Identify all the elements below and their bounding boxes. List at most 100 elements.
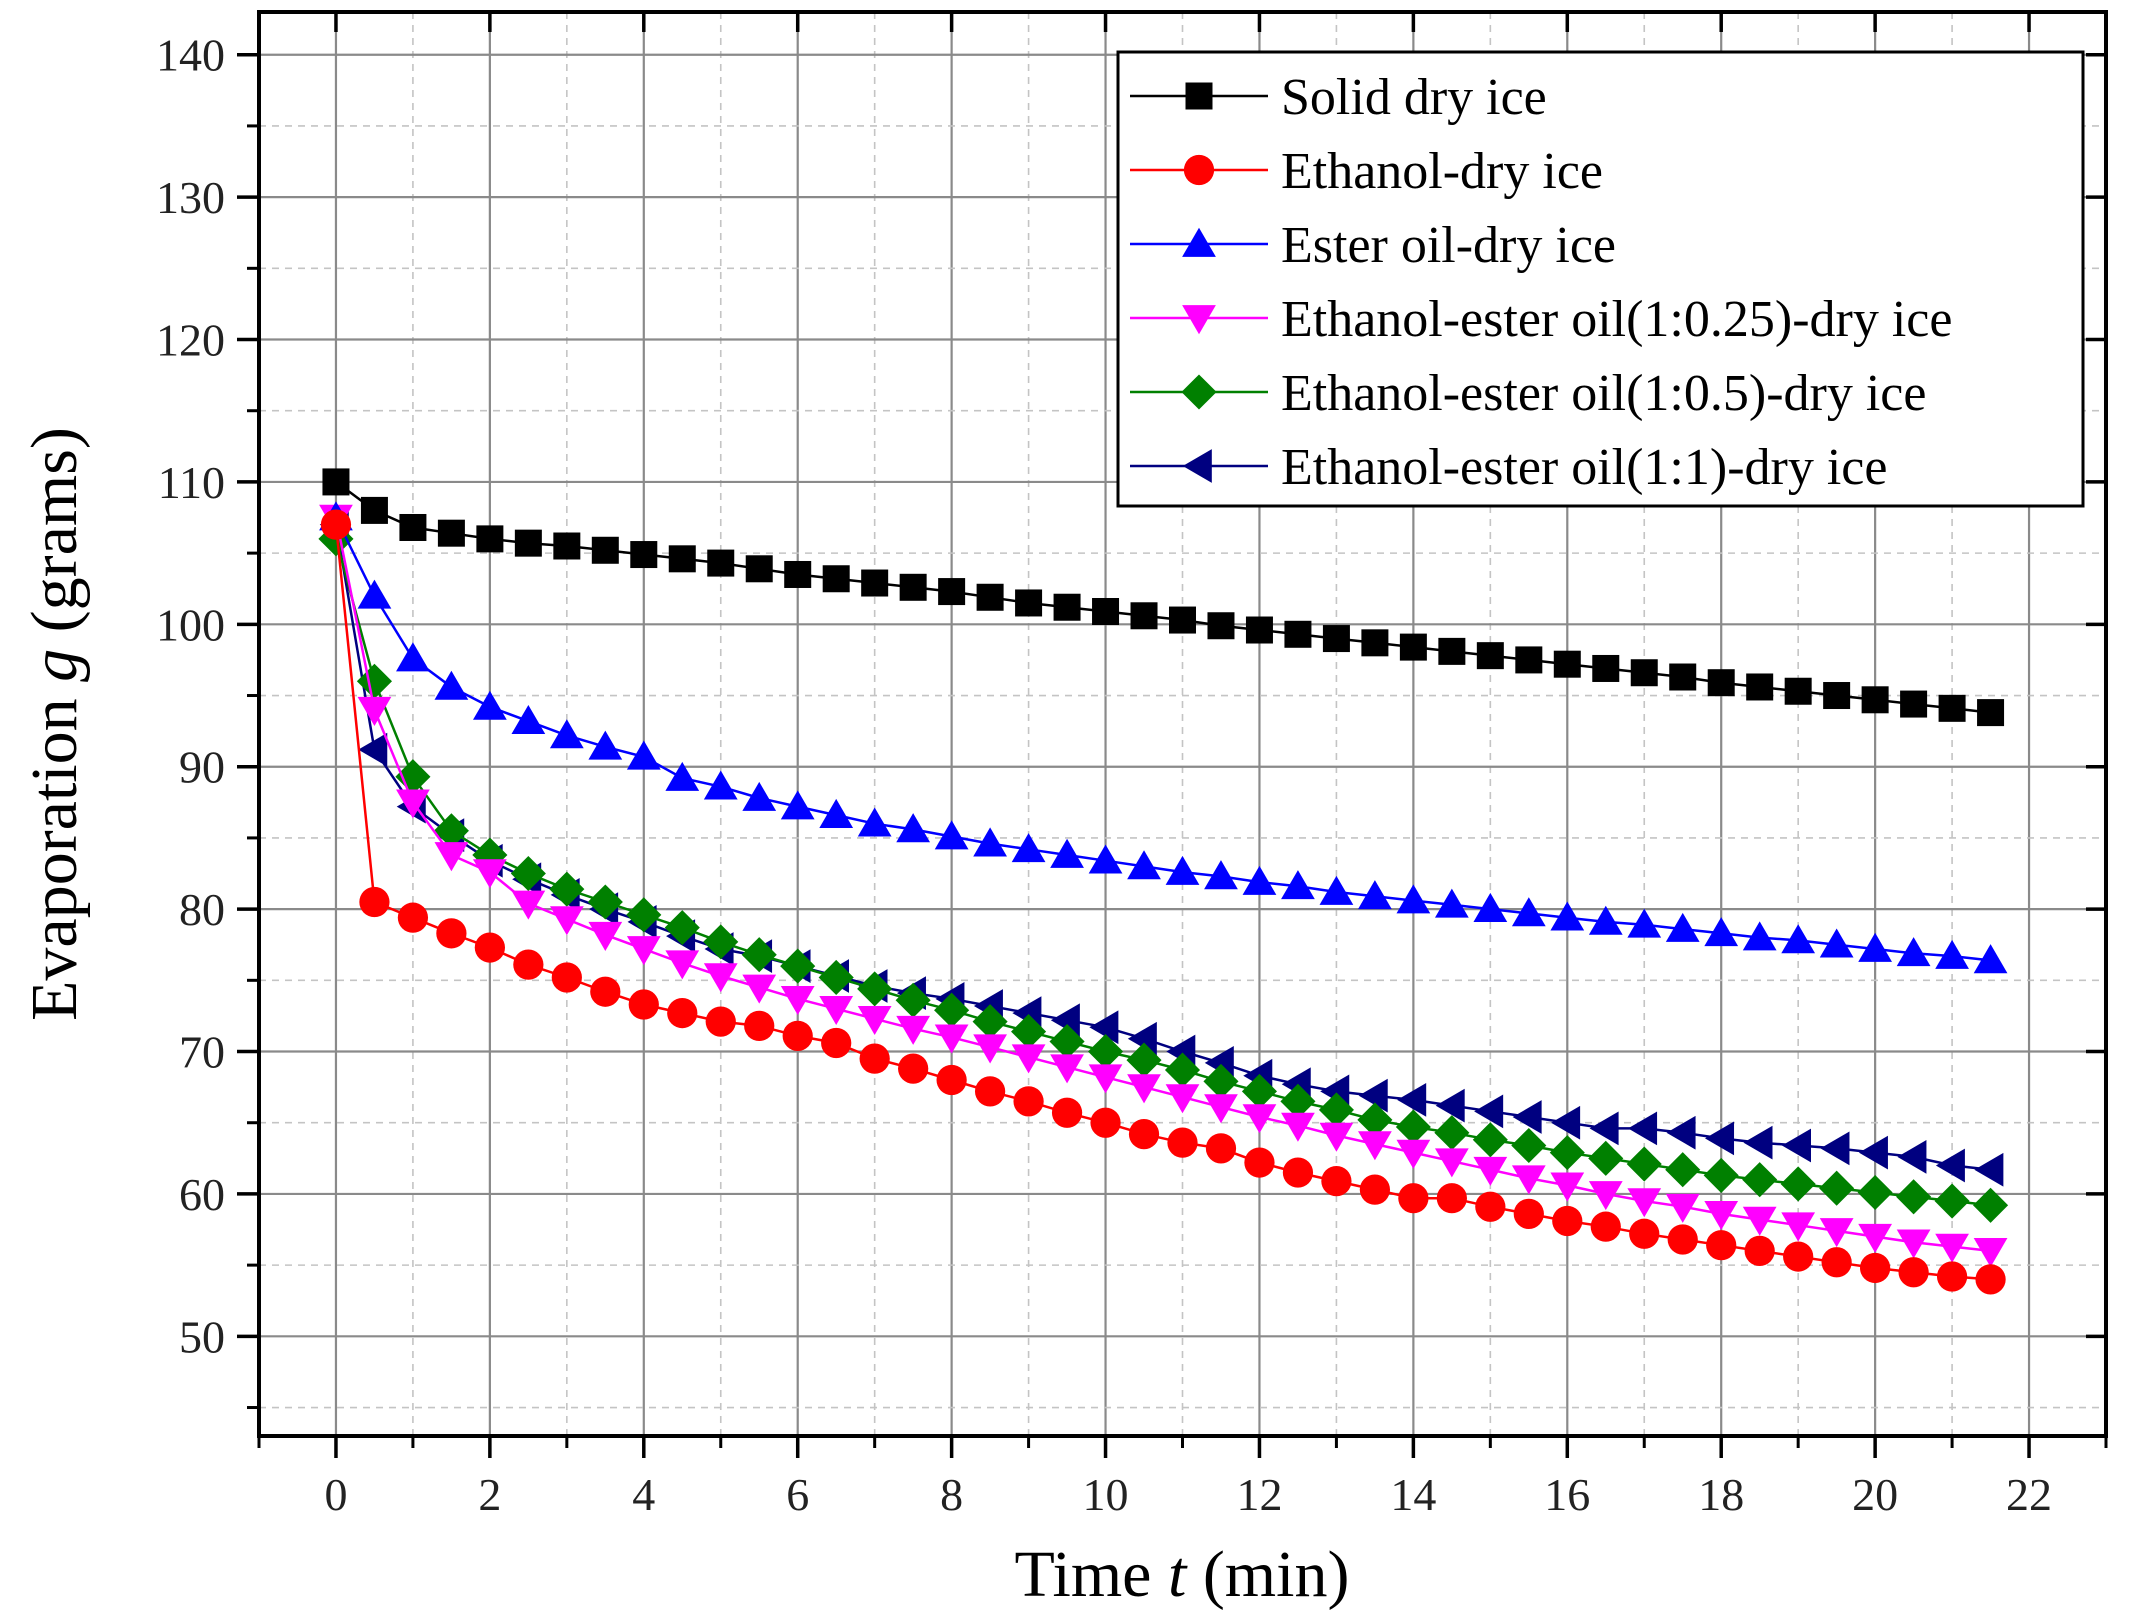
data-point <box>1281 1112 1315 1142</box>
x-tick-label-18: 18 <box>1698 1469 1744 1520</box>
data-point <box>1203 1063 1239 1099</box>
data-point <box>1742 921 1777 951</box>
data-point <box>358 732 388 767</box>
data-point <box>1011 833 1046 863</box>
data-point <box>664 910 700 946</box>
data-point <box>1051 1097 1083 1128</box>
data-point <box>1857 1174 1893 1211</box>
data-point <box>1434 888 1469 918</box>
data-point <box>1165 855 1200 885</box>
data-point <box>1626 1146 1662 1182</box>
data-point <box>1627 908 1662 938</box>
data-point <box>1858 1223 1892 1253</box>
data-point <box>1245 616 1273 644</box>
series-ethanol-ester-oil-1-0-5-dry-ice <box>318 521 2009 1223</box>
data-point <box>1472 1122 1508 1158</box>
data-point <box>1164 1052 1201 1088</box>
data-point <box>819 995 854 1025</box>
data-point <box>1127 1021 1157 1056</box>
legend-marker <box>1182 227 1216 257</box>
data-point <box>703 963 738 993</box>
data-point <box>1742 1206 1777 1236</box>
legend-label: Solid dry ice <box>1281 69 1547 126</box>
data-point <box>1669 663 1697 691</box>
data-point <box>857 1005 892 1035</box>
x-tick-label-2: 2 <box>478 1469 501 1520</box>
data-point <box>1358 1078 1388 1113</box>
data-point <box>780 790 815 820</box>
data-point <box>1707 669 1735 697</box>
legend-entry-ethanol-ester-oil-1-1-dry-ice: Ethanol-ester oil(1:1)-dry ice <box>1130 439 1887 496</box>
data-point <box>1242 1104 1277 1134</box>
data-point <box>1395 1109 1431 1145</box>
x-tick-label-0: 0 <box>324 1469 347 1520</box>
data-point <box>1935 1233 1969 1263</box>
data-point <box>973 827 1007 857</box>
data-point <box>1474 1094 1504 1129</box>
data-point <box>1280 1083 1316 1119</box>
data-point <box>1242 865 1277 895</box>
data-point <box>895 982 931 1018</box>
data-point <box>741 937 777 973</box>
data-point <box>1321 1165 1352 1197</box>
legend-box <box>1116 50 2085 508</box>
x-tick-label-10: 10 <box>1083 1469 1129 1520</box>
axes: 0 2 4 6 8 10 12 14 16 18 20 22 50 60 70 80 90 100 110 120 13… <box>156 12 2108 1520</box>
data-point <box>861 569 889 597</box>
data-point <box>1050 1054 1084 1084</box>
data-point <box>668 545 696 573</box>
data-point <box>1973 944 2008 974</box>
data-point <box>1473 892 1508 922</box>
data-point <box>626 936 661 966</box>
data-point <box>1742 1162 1778 1198</box>
data-point <box>1858 1135 1888 1170</box>
data-point <box>591 536 619 564</box>
data-point <box>437 519 465 547</box>
data-point <box>1396 1139 1431 1169</box>
data-point <box>934 992 970 1028</box>
data-point <box>549 906 584 936</box>
data-point <box>1974 1152 2004 1187</box>
data-point <box>1515 646 1543 674</box>
data-point <box>1013 1086 1044 1117</box>
data-point <box>1436 1183 1467 1214</box>
data-point <box>1284 620 1312 648</box>
data-point <box>436 918 467 949</box>
data-point <box>1896 1179 1932 1215</box>
data-point <box>511 890 546 920</box>
data-point <box>1589 1111 1619 1146</box>
data-point <box>1896 937 1931 967</box>
series-layer <box>318 468 2009 1295</box>
data-point <box>857 971 893 1007</box>
data-point <box>1512 1100 1542 1134</box>
data-point <box>1935 939 1969 969</box>
data-point <box>322 468 350 496</box>
data-point <box>1438 637 1466 665</box>
data-point <box>859 1043 890 1074</box>
data-point <box>1746 673 1774 701</box>
legend-label: Ethanol-ester oil(1:0.25)-dry ice <box>1281 291 1952 348</box>
data-point <box>1241 1073 1278 1109</box>
data-point <box>396 789 430 819</box>
data-point <box>934 1024 969 1054</box>
data-point <box>359 886 390 918</box>
x-tick-label-12: 12 <box>1236 1469 1282 1520</box>
data-point <box>434 842 469 872</box>
data-point <box>1552 1205 1583 1237</box>
data-point <box>934 820 969 850</box>
data-point <box>1513 1198 1544 1229</box>
data-point <box>1706 1230 1737 1261</box>
data-point <box>1204 1094 1238 1124</box>
data-point <box>972 1004 1008 1040</box>
legend-marker <box>1181 374 1217 410</box>
data-point <box>976 583 1004 611</box>
y-tick-label-110: 110 <box>158 457 225 508</box>
data-point <box>1090 1107 1121 1138</box>
data-point <box>1361 629 1389 657</box>
data-point <box>1397 1083 1427 1117</box>
x-tick-label-6: 6 <box>786 1469 809 1520</box>
data-point <box>1823 682 1851 710</box>
y-tick-label-100: 100 <box>156 599 225 650</box>
data-point <box>1088 844 1123 874</box>
data-point <box>1475 1191 1506 1222</box>
